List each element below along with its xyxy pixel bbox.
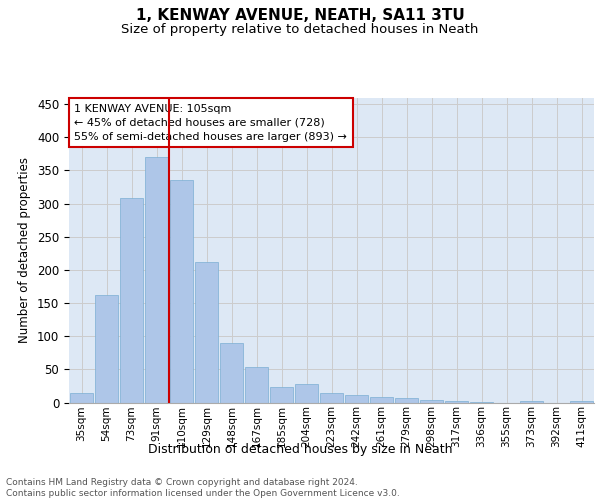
Bar [395,398,418,402]
Bar [520,401,543,402]
Y-axis label: Number of detached properties: Number of detached properties [19,157,31,343]
Bar [120,198,143,402]
Bar [145,157,168,402]
Text: Distribution of detached houses by size in Neath: Distribution of detached houses by size … [148,442,452,456]
Text: Contains HM Land Registry data © Crown copyright and database right 2024.
Contai: Contains HM Land Registry data © Crown c… [6,478,400,498]
Bar [220,343,243,402]
Bar [70,392,93,402]
Bar [95,295,118,403]
Bar [570,400,593,402]
Bar [295,384,318,402]
Bar [370,396,393,402]
Bar [320,393,343,402]
Text: 1, KENWAY AVENUE, NEATH, SA11 3TU: 1, KENWAY AVENUE, NEATH, SA11 3TU [136,8,464,22]
Bar [270,387,293,402]
Bar [245,368,268,402]
Text: Size of property relative to detached houses in Neath: Size of property relative to detached ho… [121,22,479,36]
Bar [445,400,468,402]
Bar [420,400,443,402]
Bar [170,180,193,402]
Text: 1 KENWAY AVENUE: 105sqm
← 45% of detached houses are smaller (728)
55% of semi-d: 1 KENWAY AVENUE: 105sqm ← 45% of detache… [74,104,347,142]
Bar [345,395,368,402]
Bar [195,262,218,402]
